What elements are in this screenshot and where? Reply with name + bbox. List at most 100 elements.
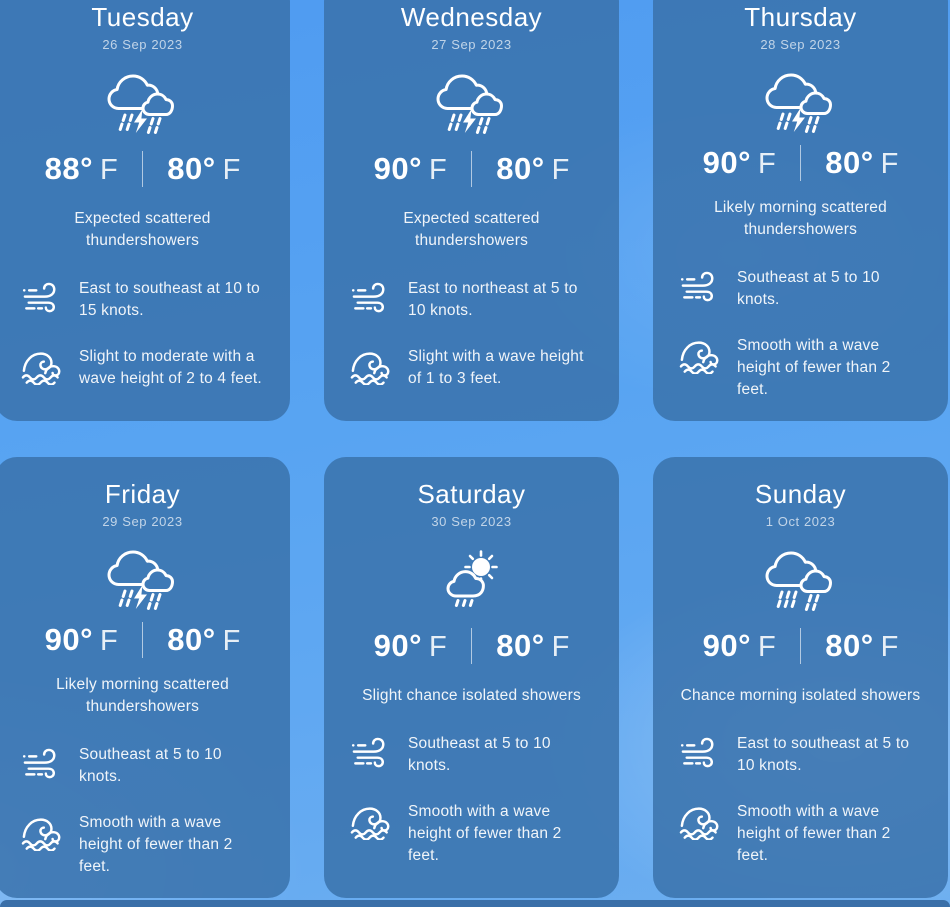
wave-icon — [348, 347, 394, 385]
wave-icon — [19, 347, 65, 385]
low-temperature: 80° F — [496, 628, 569, 664]
low-temperature: 80° F — [825, 145, 898, 181]
temp-unit: F — [758, 147, 776, 180]
wind-icon — [19, 279, 65, 315]
weather-icon — [104, 68, 182, 136]
date-label: 28 Sep 2023 — [760, 37, 841, 52]
sea-text: Slight to moderate with a wave height of… — [79, 348, 262, 387]
rain-shower-icon — [762, 546, 840, 612]
wind-row: East to southeast at 10 to 15 knots. — [19, 278, 266, 322]
temp-unit: F — [880, 147, 899, 180]
forecast-card-tuesday: Tuesday 26 Sep 2023 88° F 80° F Expected s… — [0, 0, 290, 421]
wind-icon — [677, 734, 723, 770]
wind-text: Southeast at 5 to 10 knots. — [737, 269, 880, 308]
forecast-card-sunday: Sunday 1 Oct 2023 90° F 80° F Chance morni… — [653, 457, 948, 898]
high-temperature: 90° F — [374, 628, 447, 664]
thunderstorm-icon — [762, 68, 840, 134]
sea-row: Smooth with a wave height of fewer than … — [677, 801, 924, 867]
temp-unit: F — [758, 631, 776, 663]
temperature-row: 90° F 80° F — [374, 623, 569, 669]
sea-text: Smooth with a wave height of fewer than … — [737, 803, 891, 864]
forecast-summary: Expected scattered thundershowers — [403, 210, 540, 249]
date-label: 27 Sep 2023 — [431, 37, 512, 52]
high-value: 90° — [373, 628, 423, 663]
forecast-card-saturday: Saturday 30 Sep 2023 90° F 80° F Slight ch… — [324, 457, 619, 898]
sea-row: Slight with a wave height of 1 to 3 feet… — [348, 346, 595, 390]
low-value: 80° — [825, 628, 874, 663]
temperature-row: 90° F 80° F — [703, 144, 898, 181]
day-title: Friday — [104, 479, 181, 509]
sea-row: Slight to moderate with a wave height of… — [19, 346, 266, 390]
high-temperature: 88° F — [45, 151, 118, 187]
sea-text: Smooth with a wave height of fewer than … — [737, 337, 891, 398]
low-value: 80° — [496, 628, 545, 663]
wind-icon — [348, 279, 394, 315]
low-temperature: 80° F — [825, 628, 898, 664]
forecast-card-thursday: Thursday 28 Sep 2023 90° F 80° F Likely mo… — [653, 0, 948, 421]
weather-icon — [762, 545, 840, 613]
weather-icon — [433, 545, 511, 613]
high-value: 90° — [702, 628, 752, 663]
temperature-row: 90° F 80° F — [45, 621, 240, 658]
weather-icon — [762, 68, 840, 134]
forecast-summary: Likely morning scattered thundershowers — [714, 199, 887, 238]
high-temperature: 90° F — [45, 622, 118, 658]
sea-text: Smooth with a wave height of fewer than … — [79, 814, 233, 875]
day-title: Tuesday — [91, 2, 194, 32]
wave-icon — [677, 336, 723, 374]
forecast-card-friday: Friday 29 Sep 2023 90° F 80° F Likely morn… — [0, 457, 290, 898]
temperature-row: 90° F 80° F — [703, 623, 898, 669]
wind-icon — [19, 745, 65, 781]
temp-unit: F — [551, 631, 570, 663]
high-value: 90° — [44, 621, 94, 657]
temperature-row: 90° F 80° F — [374, 146, 569, 192]
temp-divider — [470, 151, 473, 187]
wind-row: East to northeast at 5 to 10 knots. — [348, 278, 595, 322]
low-value: 80° — [825, 144, 874, 180]
thunderstorm-icon — [433, 69, 511, 135]
day-title: Saturday — [417, 479, 526, 509]
date-label: 29 Sep 2023 — [102, 514, 183, 529]
thunderstorm-icon — [104, 69, 182, 135]
wave-icon — [677, 802, 723, 840]
date-label: 1 Oct 2023 — [765, 514, 836, 529]
temp-unit: F — [222, 624, 241, 657]
wind-row: Southeast at 5 to 10 knots. — [19, 744, 266, 788]
date-label: 30 Sep 2023 — [431, 514, 512, 529]
wave-icon — [19, 813, 65, 851]
thunderstorm-icon — [104, 545, 182, 611]
wind-text: East to northeast at 5 to 10 knots. — [408, 280, 578, 319]
temperature-row: 88° F 80° F — [45, 146, 240, 192]
wind-text: Southeast at 5 to 10 knots. — [79, 746, 222, 785]
wind-row: East to southeast at 5 to 10 knots. — [677, 733, 924, 777]
high-value: 90° — [702, 144, 752, 180]
temp-unit: F — [100, 154, 118, 186]
weather-icon — [104, 545, 182, 611]
low-value: 80° — [496, 151, 545, 186]
temp-divider — [141, 151, 144, 187]
wind-text: East to southeast at 5 to 10 knots. — [737, 735, 910, 774]
day-title: Thursday — [744, 2, 857, 32]
forecast-summary: Expected scattered thundershowers — [74, 210, 211, 249]
temp-unit: F — [429, 631, 447, 663]
forecast-summary: Chance morning isolated showers — [680, 687, 921, 704]
high-temperature: 90° F — [703, 145, 776, 181]
low-temperature: 80° F — [167, 622, 240, 658]
day-title: Sunday — [754, 479, 847, 509]
temp-divider — [799, 144, 802, 181]
sea-row: Smooth with a wave height of fewer than … — [19, 812, 266, 878]
date-label: 26 Sep 2023 — [102, 37, 183, 52]
low-temperature: 80° F — [496, 151, 569, 187]
sun-shower-icon — [433, 546, 511, 612]
wave-icon — [348, 802, 394, 840]
weather-icon — [433, 68, 511, 136]
wind-row: Southeast at 5 to 10 knots. — [677, 267, 924, 311]
temp-unit: F — [551, 154, 570, 186]
sea-row: Smooth with a wave height of fewer than … — [677, 335, 924, 401]
footer-section-edge — [0, 900, 950, 907]
temp-divider — [141, 621, 144, 658]
high-temperature: 90° F — [703, 628, 776, 664]
high-value: 88° — [44, 151, 94, 186]
temp-divider — [799, 628, 802, 664]
